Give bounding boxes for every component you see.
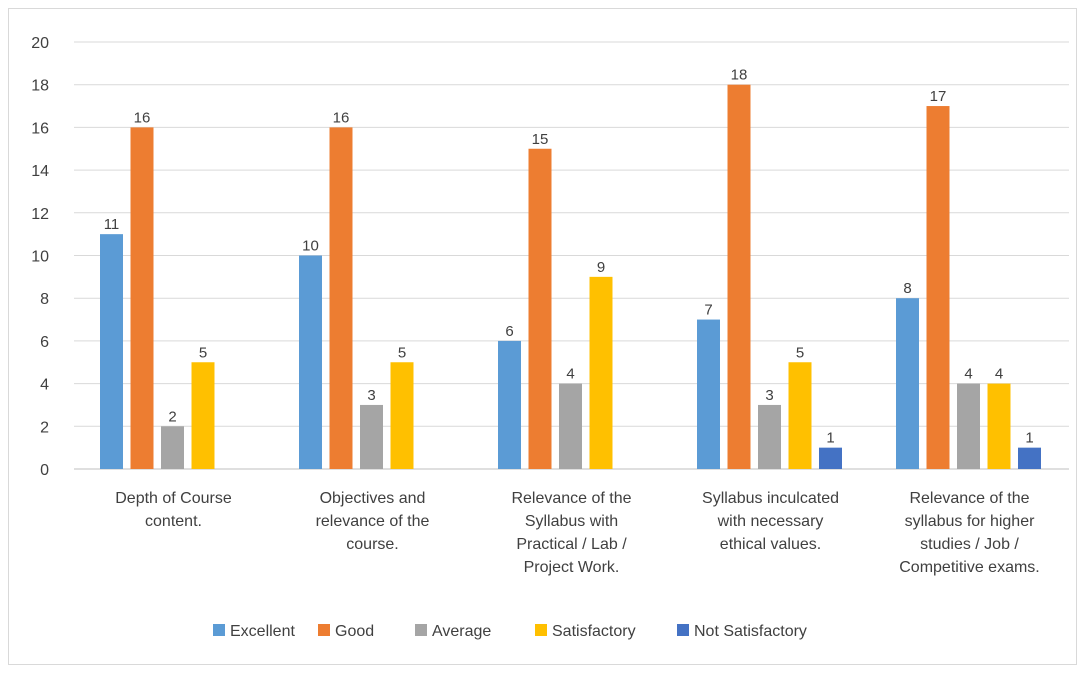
bar (528, 148, 552, 469)
bar-value-label: 3 (367, 387, 375, 404)
category-label: Depth of Course (115, 490, 232, 507)
bar-value-label: 16 (134, 109, 151, 126)
category-label: studies / Job / (920, 536, 1019, 553)
bar (329, 127, 353, 470)
category-label: Project Work. (524, 559, 620, 576)
category-label: content. (145, 513, 202, 530)
bar (360, 404, 383, 469)
bar-value-label: 9 (597, 259, 605, 276)
legend-label: Good (335, 623, 374, 640)
bar-value-label: 15 (532, 131, 549, 148)
y-tick-label: 12 (31, 206, 49, 223)
legend: Excellent Good Average Satisfactory Not Sati… (213, 623, 807, 640)
bar-value-label: 7 (704, 302, 712, 319)
chart-frame: 0 2 4 6 8 10 12 14 16 18 20 11 16 2 5 10 16 3 5 6 15 4 9 7 18 3 5… (8, 8, 1077, 665)
bar (819, 447, 842, 469)
legend-swatch (535, 624, 547, 636)
y-tick-label: 20 (31, 35, 49, 52)
y-tick-label: 8 (40, 291, 49, 308)
bar (758, 404, 781, 469)
category-label: relevance of the (316, 513, 430, 530)
category-label: Syllabus with (525, 513, 618, 530)
bar (727, 84, 751, 469)
legend-label: Satisfactory (552, 623, 636, 640)
bar-value-label: 2 (168, 408, 176, 425)
bar-value-label: 18 (731, 67, 748, 84)
bar-value-label: 1 (1025, 430, 1033, 447)
y-tick-label: 18 (31, 78, 49, 95)
x-axis-categories: Depth of Course content. Objectives and rel… (115, 490, 1040, 576)
legend-swatch (677, 624, 689, 636)
bar (589, 276, 613, 469)
bar-value-label: 5 (398, 344, 406, 361)
bar (299, 255, 322, 469)
y-tick-label: 14 (31, 163, 49, 180)
y-tick-label: 0 (40, 462, 49, 479)
category-label: Relevance of the (909, 490, 1029, 507)
legend-label: Excellent (230, 623, 295, 640)
bar (100, 234, 123, 469)
bar-value-label: 17 (930, 88, 947, 105)
bar (987, 383, 1011, 469)
legend-swatch (213, 624, 225, 636)
bar-value-label: 3 (765, 387, 773, 404)
bar-value-label: 10 (302, 238, 319, 255)
category-label: Competitive exams. (899, 559, 1040, 576)
bar (957, 383, 980, 469)
legend-label: Not Satisfactory (694, 623, 807, 640)
bar-value-label: 4 (995, 366, 1003, 383)
bar (1018, 447, 1041, 469)
legend-label: Average (432, 623, 491, 640)
bars (100, 84, 1041, 470)
y-tick-label: 10 (31, 249, 49, 266)
bar-value-label: 1 (826, 430, 834, 447)
category-label: Practical / Lab / (516, 536, 627, 553)
bar (896, 298, 919, 469)
bar (926, 106, 950, 470)
bar-value-label: 5 (796, 344, 804, 361)
legend-swatch (318, 624, 330, 636)
y-tick-label: 2 (40, 419, 49, 436)
category-label: Objectives and (320, 490, 426, 507)
bar (161, 426, 184, 469)
y-tick-label: 6 (40, 334, 49, 351)
gridlines (74, 41, 1069, 470)
bar-value-label: 5 (199, 344, 207, 361)
y-tick-label: 4 (40, 377, 49, 394)
bar (559, 383, 582, 469)
bar (390, 362, 414, 469)
bar (130, 127, 154, 470)
bar-value-label: 16 (333, 109, 350, 126)
category-label: syllabus for higher (905, 513, 1036, 530)
bar (697, 319, 720, 469)
category-label: Syllabus inculcated (702, 490, 839, 507)
category-label: course. (346, 536, 398, 553)
category-label: Relevance of the (511, 490, 631, 507)
bar (788, 362, 812, 469)
bar (498, 340, 521, 469)
bar-value-label: 11 (104, 216, 120, 233)
bar-value-label: 8 (903, 280, 911, 297)
y-tick-label: 16 (31, 120, 49, 137)
bar-value-label: 4 (964, 366, 972, 383)
category-label: ethical values. (720, 536, 821, 553)
bar (191, 362, 215, 469)
y-axis-ticks: 0 2 4 6 8 10 12 14 16 18 20 (31, 35, 49, 479)
legend-swatch (415, 624, 427, 636)
category-label: with necessary (717, 513, 824, 530)
bar-value-label: 4 (566, 366, 574, 383)
bar-value-label: 6 (505, 323, 513, 340)
